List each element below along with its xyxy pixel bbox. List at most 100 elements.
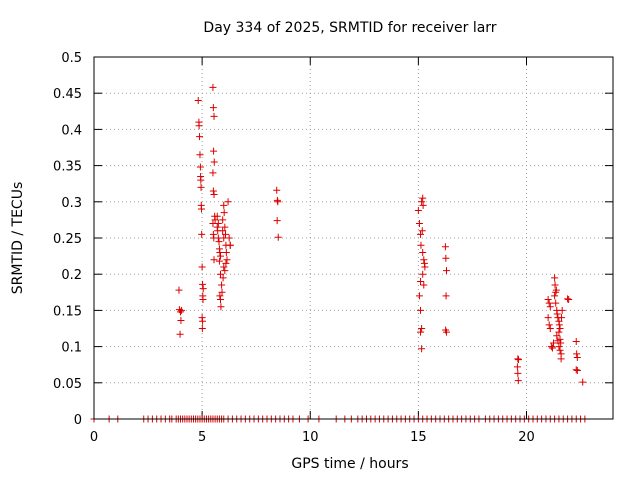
data-point bbox=[217, 270, 225, 278]
data-point bbox=[545, 321, 553, 329]
data-point bbox=[419, 270, 427, 278]
data-point bbox=[177, 308, 184, 316]
data-point bbox=[417, 277, 425, 285]
data-point bbox=[552, 299, 560, 307]
data-point bbox=[196, 133, 204, 141]
data-point bbox=[209, 83, 217, 91]
y-tick-label: 0.25 bbox=[53, 232, 82, 247]
data-point bbox=[213, 212, 221, 220]
y-tick-label: 0.5 bbox=[61, 51, 82, 66]
data-point bbox=[555, 343, 563, 351]
axis-ticks: 0 0.05 0.1 0.15 0.2 0.25 0.3 0.35 0.4 0.45 0.5 0 5 10… bbox=[53, 51, 613, 445]
data-point bbox=[197, 176, 205, 184]
data-point bbox=[220, 201, 228, 209]
data-point bbox=[553, 332, 561, 340]
data-point bbox=[417, 328, 425, 336]
data-point bbox=[546, 303, 554, 311]
data-point bbox=[209, 169, 217, 177]
data-point bbox=[178, 306, 186, 314]
data-point bbox=[554, 337, 562, 345]
data-point bbox=[274, 233, 282, 241]
data-point bbox=[210, 147, 218, 155]
data-point bbox=[273, 217, 281, 225]
data-point bbox=[199, 296, 207, 304]
data-point bbox=[418, 198, 426, 206]
data-point bbox=[199, 280, 207, 288]
data-point bbox=[273, 186, 281, 194]
data-point bbox=[418, 325, 426, 332]
plot-frame bbox=[93, 56, 614, 420]
data-point bbox=[197, 183, 205, 191]
data-point bbox=[556, 346, 564, 354]
data-point bbox=[442, 292, 450, 300]
data-point bbox=[555, 328, 563, 336]
data-point bbox=[415, 220, 423, 228]
data-point bbox=[221, 267, 229, 275]
data-point bbox=[544, 314, 552, 322]
data-point bbox=[222, 259, 230, 267]
data-point bbox=[414, 206, 422, 214]
data-point bbox=[442, 267, 450, 275]
data-point bbox=[226, 241, 234, 249]
data-point bbox=[573, 353, 581, 361]
data-point bbox=[216, 248, 224, 256]
data-point bbox=[217, 296, 225, 304]
data-point bbox=[220, 234, 228, 242]
data-point bbox=[199, 317, 207, 325]
data-point bbox=[547, 343, 555, 351]
data-point bbox=[573, 366, 581, 374]
data-point bbox=[220, 263, 228, 271]
data-point bbox=[420, 256, 428, 264]
x-tick-label: 5 bbox=[198, 430, 206, 445]
data-point bbox=[198, 230, 206, 238]
data-point bbox=[418, 345, 426, 353]
data-point bbox=[210, 158, 218, 166]
data-point bbox=[215, 257, 223, 265]
data-point bbox=[417, 230, 425, 238]
data-point bbox=[196, 163, 204, 171]
data-point bbox=[176, 330, 184, 338]
data-point bbox=[572, 338, 580, 346]
data-point bbox=[194, 96, 202, 104]
data-point bbox=[550, 339, 558, 347]
data-point bbox=[441, 243, 449, 251]
data-point bbox=[415, 292, 423, 300]
data-point bbox=[218, 288, 226, 296]
x-axis-label: GPS time / hours bbox=[291, 456, 409, 472]
data-point bbox=[196, 151, 204, 159]
data-point bbox=[555, 321, 563, 329]
data-point bbox=[552, 286, 560, 294]
data-point bbox=[551, 274, 559, 282]
y-tick-label: 0.4 bbox=[61, 123, 82, 138]
data-point bbox=[514, 369, 522, 377]
data-point bbox=[198, 325, 206, 332]
data-point bbox=[514, 377, 522, 385]
data-point bbox=[420, 281, 428, 289]
y-tick-label: 0.3 bbox=[61, 196, 82, 211]
data-point bbox=[514, 356, 522, 364]
data-point bbox=[514, 355, 522, 363]
data-points bbox=[90, 83, 589, 423]
y-tick-label: 0.05 bbox=[53, 377, 82, 392]
data-point bbox=[224, 198, 232, 206]
data-point bbox=[223, 256, 231, 264]
data-point bbox=[219, 274, 227, 282]
data-point bbox=[219, 227, 227, 235]
data-point bbox=[553, 310, 561, 318]
data-point bbox=[572, 366, 580, 374]
data-point bbox=[545, 299, 553, 307]
x-tick-label: 0 bbox=[90, 430, 98, 445]
data-point bbox=[565, 296, 573, 304]
data-point bbox=[214, 220, 222, 228]
data-point bbox=[564, 295, 572, 303]
x-tick-label: 10 bbox=[302, 430, 319, 445]
data-point bbox=[209, 104, 217, 112]
data-point bbox=[442, 254, 450, 262]
y-tick-label: 0.1 bbox=[61, 341, 82, 356]
data-point bbox=[557, 355, 565, 363]
data-point bbox=[579, 378, 587, 386]
y-tick-label: 0.35 bbox=[53, 160, 82, 175]
y-tick-label: 0.15 bbox=[53, 304, 82, 319]
x-tick-label: 20 bbox=[518, 430, 535, 445]
data-point bbox=[221, 223, 229, 231]
